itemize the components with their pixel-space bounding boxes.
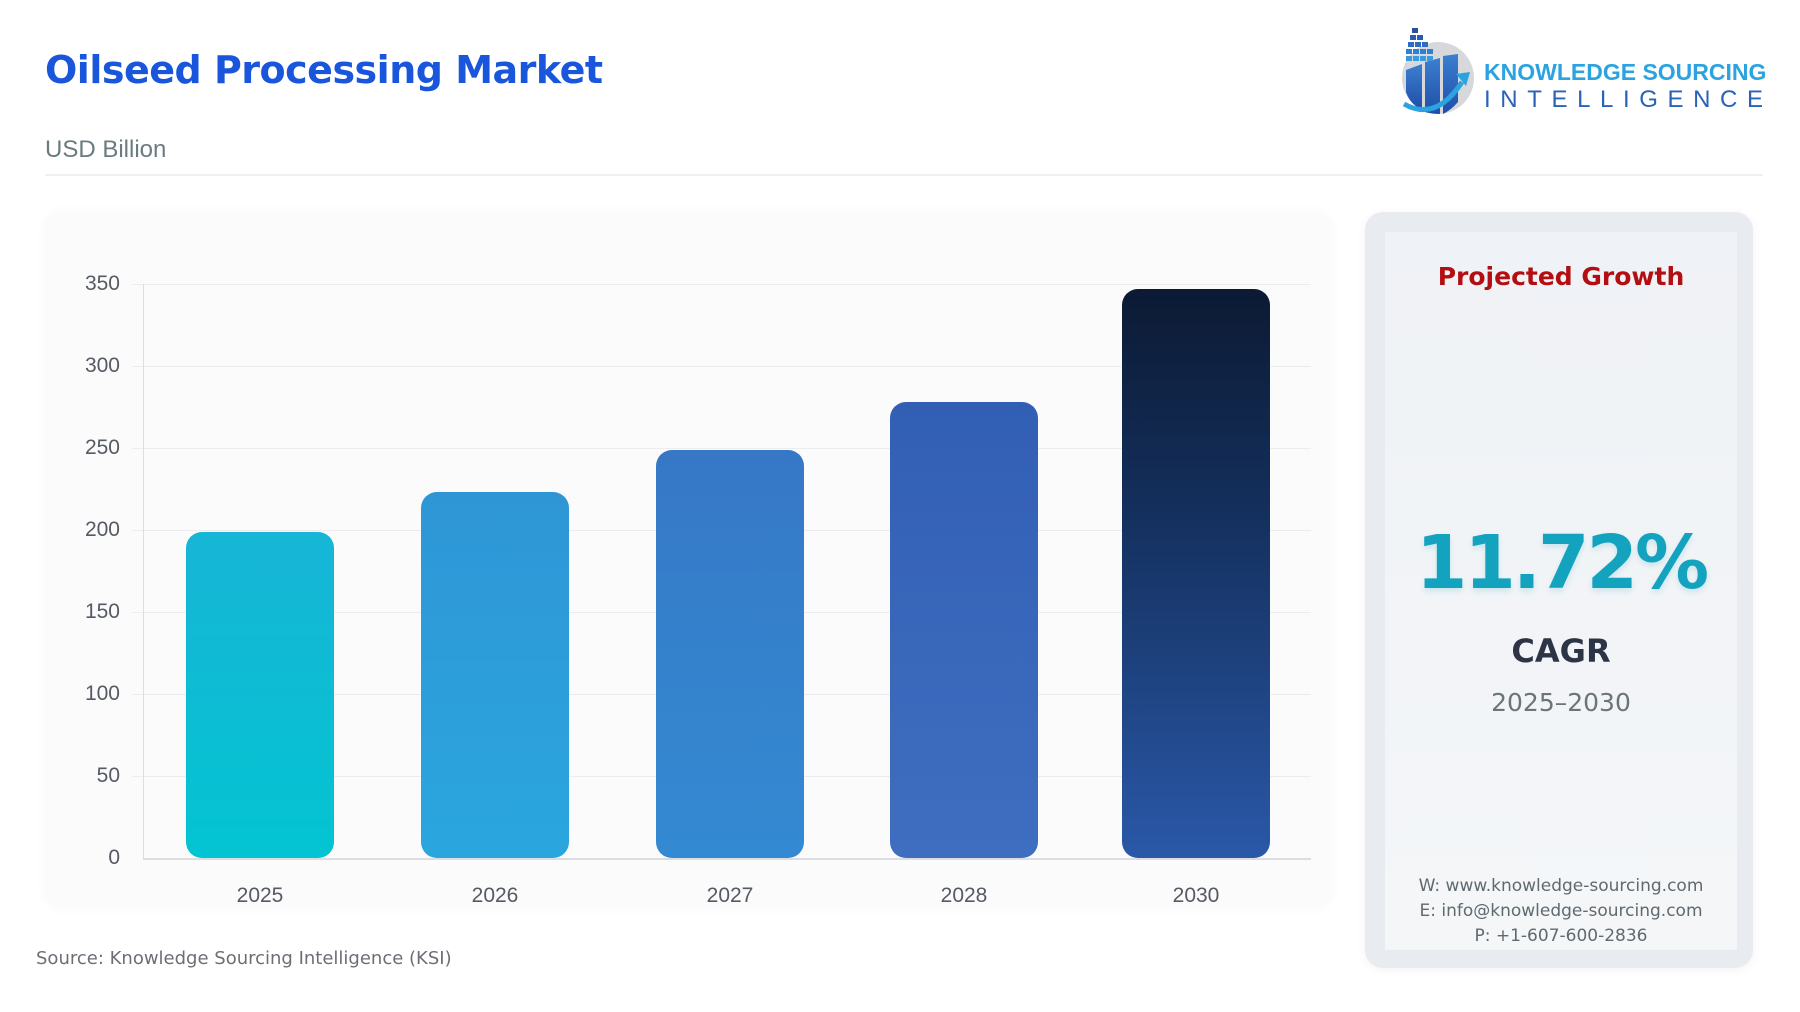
projected-growth-card: Projected Growth 11.72% CAGR 2025–2030 W… xyxy=(1365,212,1753,968)
contact-email: E: info@knowledge-sourcing.com xyxy=(1419,901,1703,921)
page-title: Oilseed Processing Market xyxy=(45,48,603,92)
ksi-logo-icon xyxy=(1402,28,1474,114)
projected-growth-title: Projected Growth xyxy=(1437,262,1685,291)
contact-website: W: www.knowledge-sourcing.com xyxy=(1418,876,1704,896)
header-divider xyxy=(45,174,1763,176)
source-note: Source: Knowledge Sourcing Intelligence … xyxy=(36,948,452,969)
logo-text-knowledge-sourcing: KNOWLEDGE SOURCING xyxy=(1484,59,1767,85)
projected-growth-panel: Projected Growth 11.72% CAGR 2025–2030 W… xyxy=(1385,232,1737,950)
unit-subtitle: USD Billion xyxy=(45,136,167,163)
cagr-value: 11.72% xyxy=(1415,520,1709,606)
cagr-label: CAGR xyxy=(1511,632,1611,670)
cagr-period: 2025–2030 xyxy=(1491,688,1631,717)
contact-phone: P: +1-607-600-2836 xyxy=(1474,926,1648,946)
company-logo: KNOWLEDGE SOURCING INTELLIGENCE xyxy=(1396,26,1766,120)
logo-text-intelligence: INTELLIGENCE xyxy=(1484,86,1773,113)
chart-card xyxy=(45,212,1332,908)
